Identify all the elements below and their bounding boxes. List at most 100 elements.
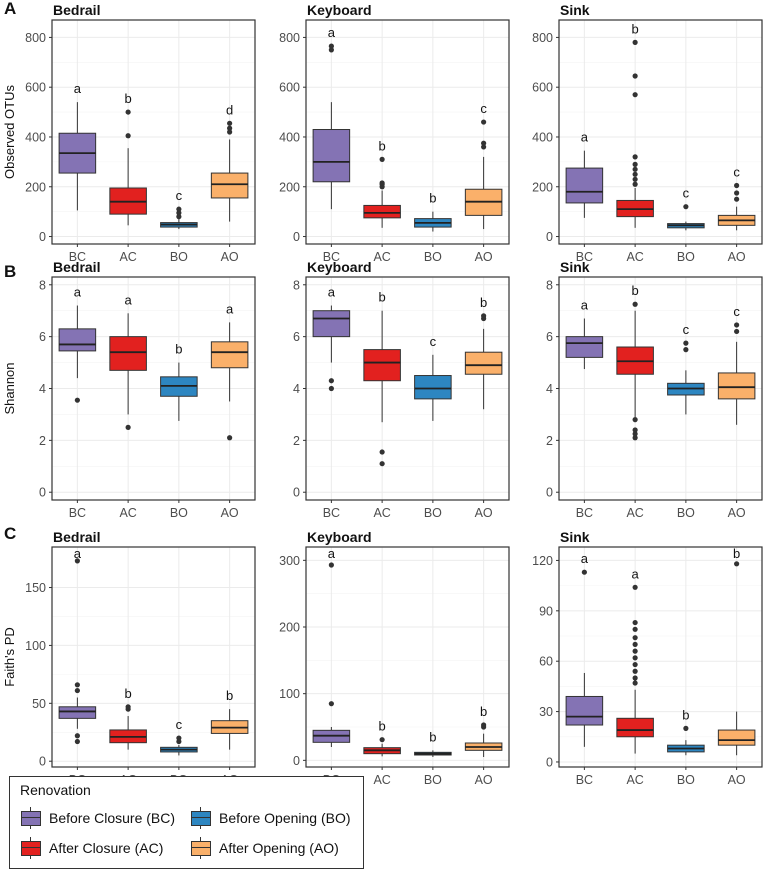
panel-b-sink-box-ao-outlier: [734, 328, 740, 335]
panel-a-keyboard-xtick-label: AC: [373, 250, 390, 264]
panel-b-sink-box-ao-outlier: [734, 322, 740, 328]
panel-a-bedrail-box-bo-outlier: [176, 214, 182, 220]
panel-b-sink-xtick-label: AO: [728, 506, 746, 520]
legend-label-bo: Before Opening (BO): [219, 810, 351, 826]
panel-c-sink-box-ac-outlier: [632, 675, 638, 681]
panel-b-bedrail-frame: [51, 276, 256, 501]
panel-c-sink-ytick-label: 90: [539, 604, 553, 618]
panel-a-bedrail-ytick-label: 200: [25, 180, 46, 194]
panel-c-sink-xtick-label: AC: [626, 773, 643, 787]
panel-c-sink-box-ac-outlier: [632, 635, 638, 641]
legend-item-ao: After Opening (AO): [190, 837, 339, 859]
panel-b-bedrail-box-ac-significance-letter: a: [125, 292, 133, 307]
panel-c-bedrail-title: Bedrail: [53, 529, 100, 545]
panel-b-sink-title: Sink: [560, 259, 590, 275]
panel-a-keyboard-ytick-label: 0: [293, 230, 300, 244]
legend: Renovation Before Closure (BC) After Clo…: [9, 776, 364, 869]
panel-a-sink-bg: [559, 20, 762, 244]
legend-item-bo: Before Opening (BO): [190, 807, 351, 829]
panel-c-keyboard-ytick-label: 200: [279, 621, 300, 635]
panel-c-sink-box-ac-outlier: [632, 655, 638, 661]
panel-a-bedrail-xtick-label: AO: [221, 250, 239, 264]
panel-a-sink-box-ac-outlier: [632, 92, 638, 98]
panel-b-keyboard-ytick-label: 0: [293, 486, 300, 500]
panel-c-sink-box-ac-outlier: [632, 626, 638, 632]
panel-b-keyboard-ytick-label: 6: [293, 330, 300, 344]
panel-b-sink-box-ac-outlier: [632, 431, 638, 437]
panel-b-bedrail-box-bo-significance-letter: b: [175, 342, 182, 357]
panel-b-keyboard-box-bc-outlier: [328, 385, 334, 392]
panel-b-sink-ytick-label: 6: [546, 330, 553, 344]
panel-b-keyboard-box-ao-significance-letter: b: [480, 295, 487, 310]
panel-b-sink-box-ac-outlier: [632, 427, 638, 433]
panel-a-keyboard-title: Keyboard: [307, 2, 372, 18]
panel-a-sink-ytick-label: 0: [546, 230, 553, 244]
panel-b-sink-box-ac-outlier: [632, 301, 638, 307]
panel-b-sink-box-ao: [717, 372, 756, 400]
panel-a-bedrail-xtick-label: BC: [69, 250, 86, 264]
panel-c-sink-box-bc-significance-letter: a: [581, 551, 589, 566]
panel-a-sink-box-ao-outlier: [734, 190, 740, 196]
panel-a-sink-ytick-label: 800: [532, 31, 553, 45]
panel-a-keyboard-box-bc: [312, 129, 351, 183]
panel-a-sink-frame: [558, 19, 763, 245]
panel-a-sink-box-ac-outlier: [632, 166, 638, 172]
panel-b-bedrail-ytick-label: 2: [39, 434, 46, 448]
panel-a-bedrail-frame: [51, 19, 256, 245]
panel-c-keyboard-xtick-label: AC: [373, 773, 390, 787]
panel-a-bedrail-box-ao-outlier: [227, 120, 233, 126]
panel-a-sink-box-bo-outlier: [683, 204, 689, 210]
panel-a-sink-xtick-label: BC: [576, 250, 593, 264]
panel-a-bedrail-ytick-label: 600: [25, 81, 46, 95]
panel-b-sink-ytick-label: 8: [546, 278, 553, 292]
panel-a-keyboard-box-ao-outlier: [481, 119, 487, 125]
panel-b-keyboard-box-ac: [363, 349, 401, 382]
panel-c-bedrail-box-bc-outlier: [74, 733, 80, 739]
panel-a-bedrail-ytick-label: 0: [39, 230, 46, 244]
panel-a-bedrail-box-ac-outlier: [125, 109, 131, 115]
panel-a-keyboard-xtick-label: BC: [323, 250, 340, 264]
panel-a-keyboard-box-bc-outlier: [328, 43, 334, 49]
panel-c-bedrail-ytick-label: 100: [25, 639, 46, 653]
legend-key-ac: [20, 837, 42, 859]
panel-b-keyboard-ytick-label: 2: [293, 434, 300, 448]
panel-b-bedrail-ytick-label: 0: [39, 486, 46, 500]
panel-c-bedrail-ytick-label: 150: [25, 581, 46, 595]
panel-a-bedrail-ylabel: Observed OTUs: [2, 85, 17, 179]
panel-a-sink-box-ao-outlier: [734, 182, 740, 189]
panel-a-keyboard-box-ac-significance-letter: b: [379, 138, 386, 153]
panel-b-sink-box-ac-significance-letter: b: [632, 283, 639, 298]
panel-c-sink-box-ac-outlier: [632, 668, 638, 674]
panel-b-keyboard-title: Keyboard: [307, 259, 372, 275]
panel-b-sink-box-bo-outlier: [683, 340, 689, 346]
panel-a-keyboard-ytick-label: 400: [279, 130, 300, 144]
panel-a-keyboard-box-bc-outlier: [328, 47, 334, 53]
panel-a-sink-box-ao-outlier: [734, 196, 740, 202]
panel-a-sink-box-ac-significance-letter: b: [632, 21, 639, 36]
panel-b-bedrail-box-bc-significance-letter: a: [74, 285, 82, 300]
panel-c-keyboard-box-bc-significance-letter: a: [328, 546, 336, 561]
panel-c-keyboard-xtick-label: AO: [475, 773, 493, 787]
panel-a-keyboard-box-ac: [363, 204, 401, 219]
panel-b-keyboard-box-bo-significance-letter: c: [430, 334, 437, 349]
panel-a-keyboard-xtick-label: AO: [475, 250, 493, 264]
panel-a-bedrail-box-ao-outlier: [227, 125, 233, 131]
legend-label-bc: Before Closure (BC): [49, 810, 176, 826]
panel-c-bedrail-box-bc-outlier: [74, 687, 80, 694]
panel-c-bedrail-box-ao-significance-letter: b: [226, 688, 233, 703]
panel-a-bedrail-title: Bedrail: [53, 2, 100, 18]
panel-b-bedrail-xtick-label: BC: [69, 506, 86, 520]
panel-b-bedrail-xtick-label: AO: [221, 506, 239, 520]
panel-a-bedrail-ytick-label: 800: [25, 31, 46, 45]
panel-a-sink-box-bc: [565, 167, 604, 204]
panel-c-bedrail-ytick-label: 0: [39, 755, 46, 769]
panel-b-keyboard-box-ac-outlier: [379, 449, 385, 455]
panel-b-keyboard-box-ao-outlier: [481, 313, 487, 319]
panel-b-bedrail-ytick-label: 4: [39, 382, 46, 396]
panel-b-bedrail-ytick-label: 8: [39, 278, 46, 292]
panel-c-keyboard-xtick-label: BO: [424, 773, 442, 787]
panel-c-bedrail-box-bc-outlier: [74, 558, 80, 564]
panel-a-sink-box-ac-outlier: [632, 176, 638, 182]
panel-b-bedrail-box-ao-significance-letter: a: [226, 301, 234, 316]
panel-a-sink-xtick-label: BO: [677, 250, 695, 264]
